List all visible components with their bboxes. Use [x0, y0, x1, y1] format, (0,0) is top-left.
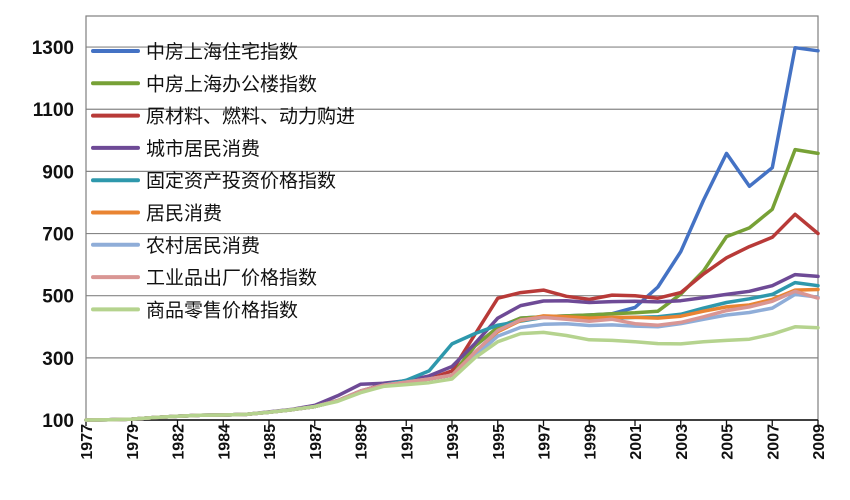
y-tick-label: 300 [42, 349, 74, 370]
x-tick-label: 1987 [308, 424, 325, 460]
x-tick-label: 2001 [628, 424, 645, 460]
legend-label-8: 商品零售价格指数 [146, 299, 298, 321]
y-tick-label: 700 [42, 225, 74, 246]
legend-label-0: 中房上海住宅指数 [146, 41, 298, 63]
y-tick-label: 100 [42, 411, 74, 432]
x-tick-label: 1982 [171, 424, 188, 460]
legend-label-7: 工业品出厂价格指数 [146, 267, 317, 289]
y-tick-label: 1300 [32, 38, 74, 59]
x-tick-label: 1997 [537, 424, 554, 460]
legend-label-1: 中房上海办公楼指数 [146, 73, 317, 95]
y-tick-label: 500 [42, 287, 74, 308]
x-tick-label: 2009 [811, 424, 828, 460]
series-line-3 [84, 272, 820, 422]
y-tick-label: 900 [42, 162, 74, 183]
series-line-8 [84, 325, 820, 422]
x-tick-label: 1991 [399, 424, 416, 460]
x-tick-label: 1999 [582, 424, 599, 460]
x-tick-label: 1985 [262, 424, 279, 460]
legend: 中房上海住宅指数中房上海办公楼指数原材料、燃料、动力购进城市居民消费固定资产投资… [91, 41, 355, 321]
legend-label-4: 固定资产投资价格指数 [146, 170, 336, 192]
legend-label-3: 城市居民消费 [146, 138, 260, 160]
y-tick-label: 1100 [33, 100, 74, 121]
legend-label-5: 居民消费 [146, 203, 222, 225]
x-tick-label: 1995 [491, 424, 508, 460]
x-tick-label: 2007 [765, 424, 782, 460]
legend-label-2: 原材料、燃料、动力购进 [146, 106, 355, 128]
x-tick-label: 1989 [354, 424, 371, 460]
gridlines [86, 46, 818, 421]
x-tick-label: 2003 [674, 424, 691, 460]
x-tick-label: 1993 [445, 424, 462, 460]
x-tick-label: 2005 [720, 424, 737, 460]
x-tick-label: 1977 [79, 424, 96, 460]
legend-label-6: 农村居民消费 [146, 235, 260, 257]
x-tick-label: 1984 [216, 424, 233, 460]
x-tick-label: 1979 [125, 424, 142, 460]
y-axis: 100 300 500 700 900 1100 1300 [32, 38, 74, 432]
series-lines [84, 45, 820, 422]
x-axis: 1977 1979 1982 1984 1985 1987 1989 1991 1993 1995… [79, 419, 828, 460]
